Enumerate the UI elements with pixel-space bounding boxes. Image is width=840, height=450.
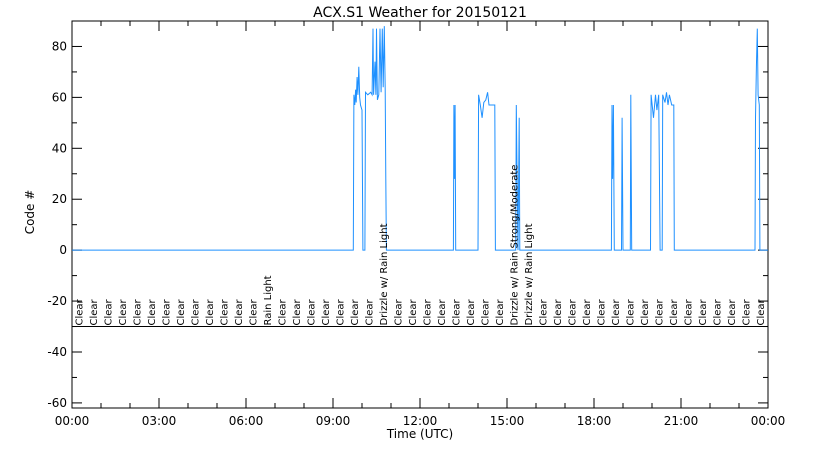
condition-label: Clear (741, 298, 752, 325)
condition-label: Clear (408, 298, 419, 325)
condition-label: Clear (103, 298, 114, 325)
condition-label: Clear (582, 298, 593, 325)
condition-label: Clear (495, 298, 506, 325)
y-tick-label: 40 (52, 141, 67, 155)
x-tick-label: 00:00 (55, 414, 90, 428)
condition-label: Clear (480, 298, 491, 325)
y-axis-label: Code # (23, 190, 37, 235)
condition-label: Clear (321, 298, 332, 325)
condition-label: Clear (335, 298, 346, 325)
condition-label: Clear (437, 298, 448, 325)
condition-label: Clear (422, 298, 433, 325)
x-tick-label: 06:00 (229, 414, 264, 428)
y-tick-label: -60 (47, 396, 67, 410)
condition-label: Clear (451, 298, 462, 325)
x-tick-label: 15:00 (490, 414, 525, 428)
x-tick-label: 21:00 (664, 414, 699, 428)
condition-label: Clear (756, 298, 767, 325)
condition-label: Clear (118, 298, 129, 325)
condition-label: Clear (89, 298, 100, 325)
condition-label: Clear (712, 298, 723, 325)
x-axis-label: Time (UTC) (386, 427, 453, 441)
condition-label: Clear (161, 298, 172, 325)
x-tick-label: 00:00 (751, 414, 786, 428)
condition-label: Drizzle w/ Rain Strong/Moderate (509, 165, 520, 326)
condition-label: Clear (683, 298, 694, 325)
weather-code-line (72, 26, 768, 251)
condition-label: Clear (147, 298, 158, 325)
condition-label: Clear (393, 298, 404, 325)
condition-label: Clear (611, 298, 622, 325)
y-tick-label: 0 (59, 243, 67, 257)
condition-label: Clear (132, 298, 143, 325)
x-axis: 00:00 03:00 06:00 09:00 12:00 15:00 18:00 21:00… (55, 21, 786, 428)
condition-label: Clear (538, 298, 549, 325)
condition-label: Clear (277, 298, 288, 325)
condition-label: Clear (727, 298, 738, 325)
condition-label: Clear (306, 298, 317, 325)
condition-label: Clear (219, 298, 230, 325)
x-tick-label: 03:00 (142, 414, 177, 428)
condition-label: Clear (205, 298, 216, 325)
condition-label: Clear (292, 298, 303, 325)
condition-label: Clear (625, 298, 636, 325)
condition-label: Clear (654, 298, 665, 325)
condition-label: Clear (640, 298, 651, 325)
condition-label: Drizzle w/ Rain Light (379, 223, 390, 325)
y-tick-label: -20 (47, 294, 67, 308)
y-tick-label: 20 (52, 192, 67, 206)
condition-label: Rain Light (263, 275, 274, 325)
condition-label: Clear (176, 298, 187, 325)
chart-title: ACX.S1 Weather for 20150121 (313, 5, 527, 21)
condition-label: Clear (234, 298, 245, 325)
condition-label: Clear (364, 298, 375, 325)
condition-label: Clear (553, 298, 564, 325)
condition-label: Clear (669, 298, 680, 325)
y-tick-label: 60 (52, 90, 67, 104)
condition-label: Drizzle w/ Rain Light (524, 223, 535, 325)
y-axis: -60 -40 -20 0 20 40 60 80 (47, 20, 768, 410)
condition-label: Clear (698, 298, 709, 325)
y-tick-label: 80 (52, 39, 67, 53)
condition-labels: Clear Clear Clear Clear Clear Clear Clear Clear… (74, 165, 767, 326)
condition-label: Clear (74, 298, 85, 325)
condition-label: Clear (567, 298, 578, 325)
series-layer (72, 26, 768, 251)
x-tick-label: 09:00 (316, 414, 351, 428)
condition-label: Clear (248, 298, 259, 325)
plot-frame (71, 20, 769, 409)
condition-label: Clear (190, 298, 201, 325)
condition-label: Clear (350, 298, 361, 325)
x-tick-label: 12:00 (403, 414, 438, 428)
x-tick-label: 18:00 (577, 414, 612, 428)
y-tick-label: -40 (47, 345, 67, 359)
condition-label: Clear (466, 298, 477, 325)
condition-label: Clear (596, 298, 607, 325)
